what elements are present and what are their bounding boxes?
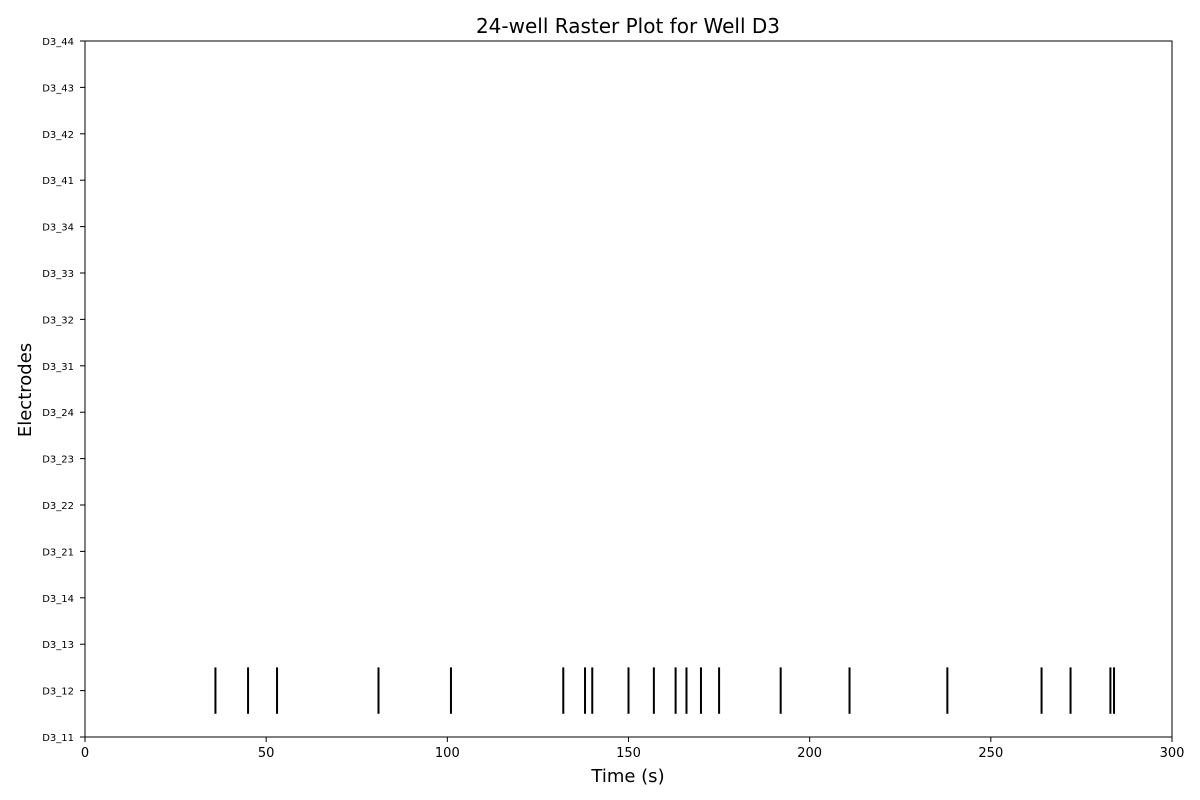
plot-frame bbox=[84, 40, 1173, 738]
y-tick-label: D3_24 bbox=[42, 408, 74, 419]
y-tick-label: D3_23 bbox=[42, 455, 74, 466]
x-tick-label: 200 bbox=[797, 746, 822, 761]
x-tick-label: 300 bbox=[1160, 746, 1185, 761]
y-tick-label: D3_13 bbox=[42, 640, 74, 651]
y-tick-label: D3_43 bbox=[42, 83, 74, 94]
chart-title: 24-well Raster Plot for Well D3 bbox=[476, 14, 780, 38]
y-tick-label: D3_31 bbox=[42, 362, 74, 373]
spike-marks bbox=[214, 667, 1116, 714]
y-tick-label: D3_44 bbox=[42, 37, 74, 48]
y-tick-label: D3_14 bbox=[42, 594, 74, 605]
x-tick-label: 0 bbox=[81, 746, 89, 761]
y-tick-label: D3_12 bbox=[42, 687, 74, 698]
x-tick-label: 50 bbox=[258, 746, 275, 761]
y-tick-label: D3_11 bbox=[42, 733, 74, 744]
x-tick-label: 150 bbox=[616, 746, 641, 761]
y-tick-label: D3_21 bbox=[42, 547, 74, 558]
x-axis: 0 50 100 150 200 250 300 bbox=[81, 737, 1185, 761]
y-tick-label: D3_42 bbox=[42, 130, 74, 141]
plot-area bbox=[84, 40, 1173, 738]
y-tick-label: D3_41 bbox=[42, 176, 74, 187]
x-tick-label: 250 bbox=[978, 746, 1003, 761]
x-axis-label: Time (s) bbox=[590, 766, 664, 787]
y-tick-label: D3_34 bbox=[42, 223, 74, 234]
y-tick-label: D3_22 bbox=[42, 501, 74, 512]
y-axis-label: Electrodes bbox=[15, 343, 36, 437]
y-axis: D3_11 D3_12 D3_13 D3_14 D3_21 D3_22 D3_23 D3_24… bbox=[42, 37, 85, 744]
y-tick-label: D3_33 bbox=[42, 269, 74, 280]
x-tick-label: 100 bbox=[435, 746, 460, 761]
y-tick-label: D3_32 bbox=[42, 315, 74, 326]
